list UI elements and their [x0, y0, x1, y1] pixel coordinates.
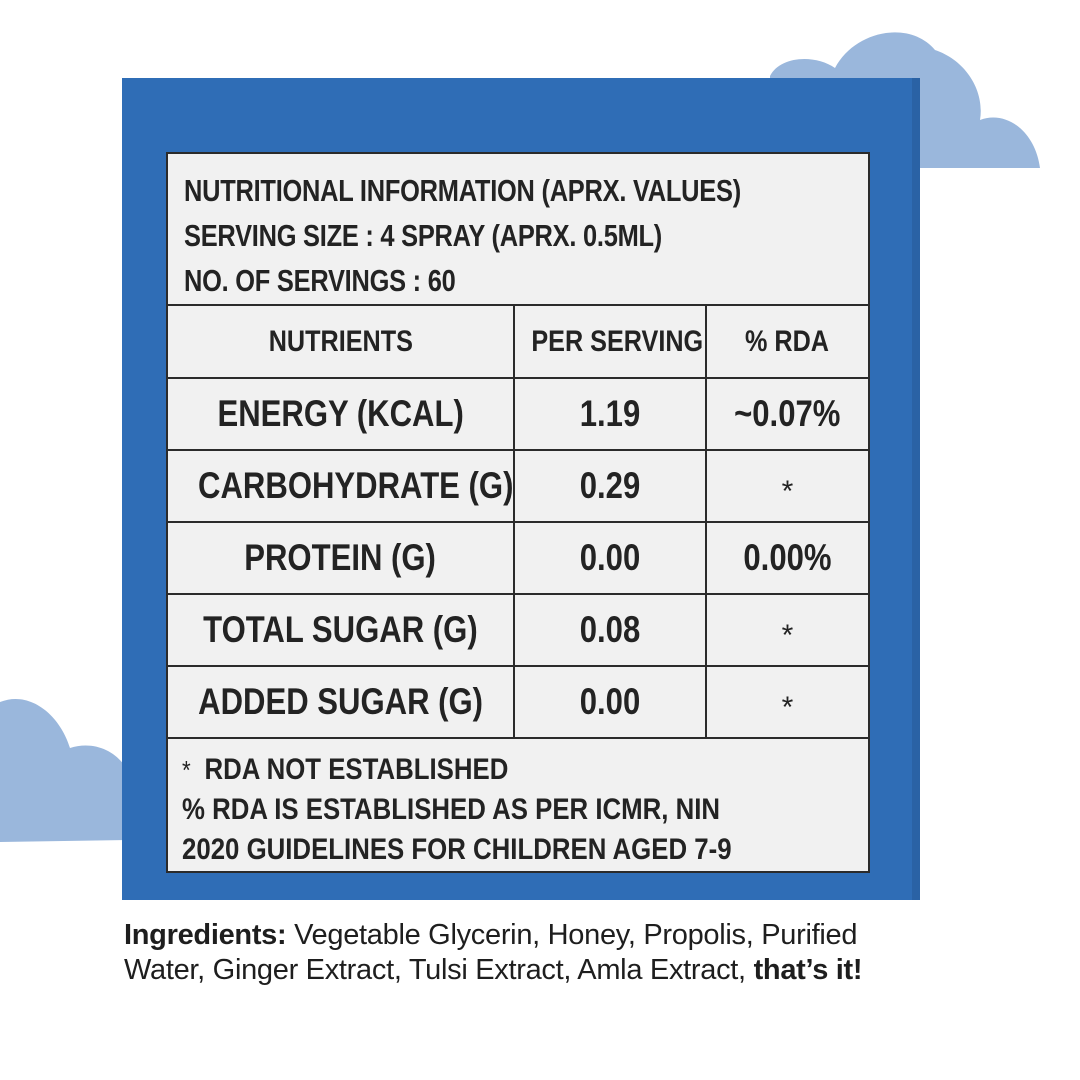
rda-value: *	[705, 593, 868, 667]
table-row: ADDED SUGAR (G) 0.00 *	[168, 665, 868, 739]
table-row: PROTEIN (G) 0.00 0.00%	[168, 521, 868, 595]
footnote-rda-source: % RDA IS ESTABLISHED AS PER ICMR, NIN	[182, 793, 721, 826]
rda-value: *	[705, 449, 868, 523]
nutrients-table: NUTRIENTS PER SERVING % RDA ENERGY (KCAL…	[168, 306, 868, 739]
per-serving-value: 1.19	[513, 377, 707, 451]
servings-count: NO. OF SERVINGS : 60	[184, 263, 456, 298]
nutrition-label: NUTRITIONAL INFORMATION (APRX. VALUES) S…	[166, 152, 870, 873]
per-serving-value: 0.00	[513, 521, 707, 595]
column-header-rda: % RDA	[705, 306, 868, 379]
rda-value: 0.00%	[705, 521, 868, 595]
table-row: TOTAL SUGAR (G) 0.08 *	[168, 593, 868, 667]
table-header-row: NUTRIENTS PER SERVING % RDA	[168, 306, 868, 379]
nutrition-title: NUTRITIONAL INFORMATION (APRX. VALUES)	[184, 173, 741, 208]
ingredients-list: Vegetable Glycerin, Honey, Propolis, Pur…	[124, 919, 858, 986]
per-serving-value: 0.00	[513, 665, 707, 739]
ingredients-closing: that’s it!	[753, 954, 863, 986]
rda-value: ~0.07%	[705, 377, 868, 451]
nutrition-header: NUTRITIONAL INFORMATION (APRX. VALUES) S…	[168, 154, 868, 306]
ingredients-text: Ingredients: Vegetable Glycerin, Honey, …	[124, 918, 884, 988]
nutrient-name: PROTEIN (G)	[168, 521, 515, 595]
nutrition-footnotes: * RDA NOT ESTABLISHED % RDA IS ESTABLISHE…	[168, 740, 868, 873]
footnote-rda-not-established: * RDA NOT ESTABLISHED	[182, 750, 772, 790]
cloud-decoration-top-right	[770, 32, 1040, 169]
rda-value: *	[705, 665, 868, 739]
nutrient-name: TOTAL SUGAR (G)	[168, 593, 515, 667]
nutrient-name: CARBOHYDRATE (G)	[168, 449, 515, 523]
column-header-nutrients: NUTRIENTS	[168, 306, 515, 379]
nutrient-name: ADDED SUGAR (G)	[168, 665, 515, 739]
ingredients-label: Ingredients:	[124, 919, 287, 951]
per-serving-value: 0.29	[513, 449, 707, 523]
nutrient-name: ENERGY (KCAL)	[168, 377, 515, 451]
table-row: CARBOHYDRATE (G) 0.29 *	[168, 449, 868, 523]
table-row: ENERGY (KCAL) 1.19 ~0.07%	[168, 377, 868, 451]
footnote-text: RDA NOT ESTABLISHED	[204, 753, 509, 786]
serving-size: SERVING SIZE : 4 SPRAY (APRX. 0.5ML)	[184, 218, 663, 253]
column-header-per-serving: PER SERVING	[513, 306, 707, 379]
footnote-guidelines: 2020 GUIDELINES FOR CHILDREN AGED 7-9	[182, 833, 732, 866]
per-serving-value: 0.08	[513, 593, 707, 667]
cloud-decoration-bottom-left	[0, 698, 130, 842]
asterisk-icon: *	[182, 755, 191, 785]
